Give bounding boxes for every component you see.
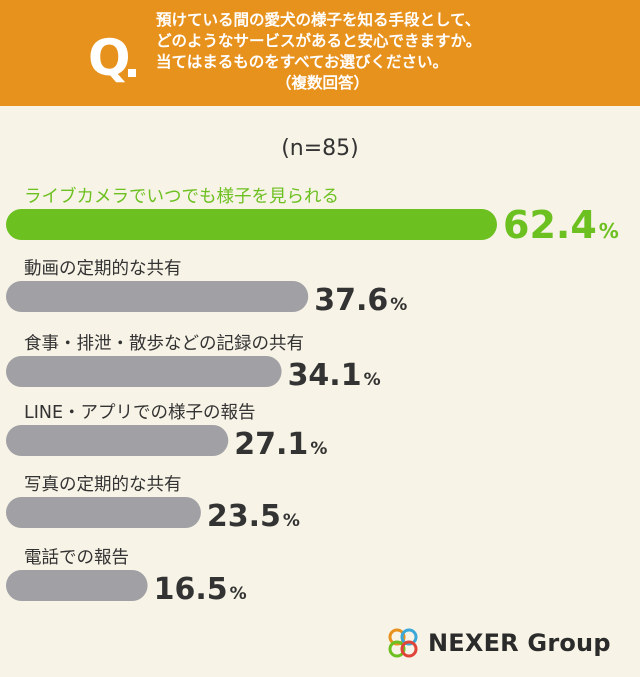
value-label: 37.6% bbox=[314, 283, 407, 318]
question-note: （複数回答） bbox=[276, 74, 370, 92]
value-label: 62.4% bbox=[503, 203, 619, 247]
bar bbox=[6, 570, 148, 601]
question-line: 預けている間の愛犬の様子を知る手段として、 bbox=[156, 11, 481, 29]
nexer-logo-icon bbox=[388, 628, 418, 658]
value-label: 16.5% bbox=[154, 572, 247, 607]
question-text: 預けている間の愛犬の様子を知る手段として、 どのようなサービスがあると安心できま… bbox=[156, 10, 626, 94]
bar bbox=[6, 281, 309, 312]
question-line: どのようなサービスがあると安心できますか。 bbox=[156, 32, 482, 50]
category-label: LINE・アプリでの様子の報告 bbox=[24, 403, 256, 423]
nexer-logo-text: NEXER Group bbox=[428, 629, 611, 657]
sample-size-label: (n=85) bbox=[281, 136, 359, 161]
q-badge: Q bbox=[88, 30, 144, 92]
q-letter: Q bbox=[88, 29, 131, 87]
category-label: 食事・排泄・散歩などの記録の共有 bbox=[24, 334, 304, 354]
bar bbox=[6, 497, 201, 528]
question-header: Q 預けている間の愛犬の様子を知る手段として、 どのようなサービスがあると安心で… bbox=[0, 0, 640, 106]
q-dot-decoration bbox=[128, 69, 136, 77]
category-label: 動画の定期的な共有 bbox=[24, 259, 182, 279]
nexer-logo: NEXER Group bbox=[386, 623, 611, 663]
bar bbox=[6, 209, 497, 240]
bar bbox=[6, 356, 282, 387]
category-label: ライブカメラでいつでも様子を見られる bbox=[24, 186, 339, 207]
bar bbox=[6, 425, 229, 456]
value-label: 27.1% bbox=[234, 427, 327, 462]
value-label: 23.5% bbox=[207, 499, 300, 534]
category-label: 電話での報告 bbox=[24, 548, 129, 568]
value-label: 34.1% bbox=[288, 358, 381, 393]
question-line: 当てはまるものをすべてお選びください。 bbox=[156, 53, 449, 71]
category-label: 写真の定期的な共有 bbox=[24, 475, 182, 495]
